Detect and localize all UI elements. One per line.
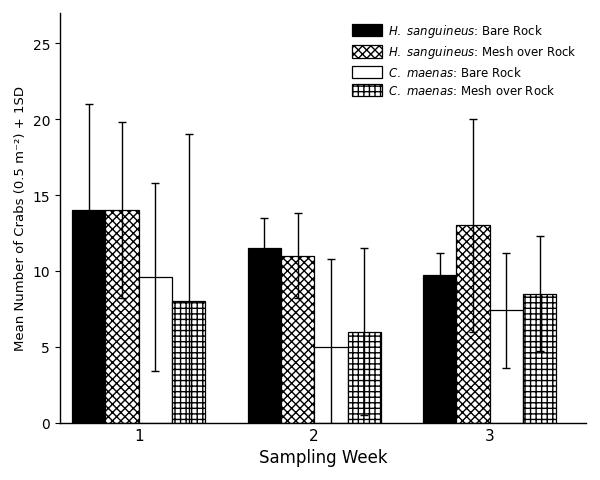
Bar [423, 276, 456, 423]
Bar [281, 256, 314, 423]
Bar [106, 211, 139, 423]
Bar [72, 211, 106, 423]
Bar [248, 249, 281, 423]
Bar [314, 347, 347, 423]
Bar [456, 226, 490, 423]
Bar [139, 277, 172, 423]
Y-axis label: Mean Number of Crabs (0.5 m⁻²) + 1SD: Mean Number of Crabs (0.5 m⁻²) + 1SD [14, 86, 27, 350]
Bar [523, 294, 556, 423]
X-axis label: Sampling Week: Sampling Week [259, 448, 387, 466]
Bar [490, 311, 523, 423]
Legend: $\it{H.\ sanguineus}$: Bare Rock, $\it{H.\ sanguineus}$: Mesh over Rock, $\it{C.: $\it{H.\ sanguineus}$: Bare Rock, $\it{H… [349, 20, 580, 101]
Bar [347, 332, 381, 423]
Bar [172, 301, 205, 423]
